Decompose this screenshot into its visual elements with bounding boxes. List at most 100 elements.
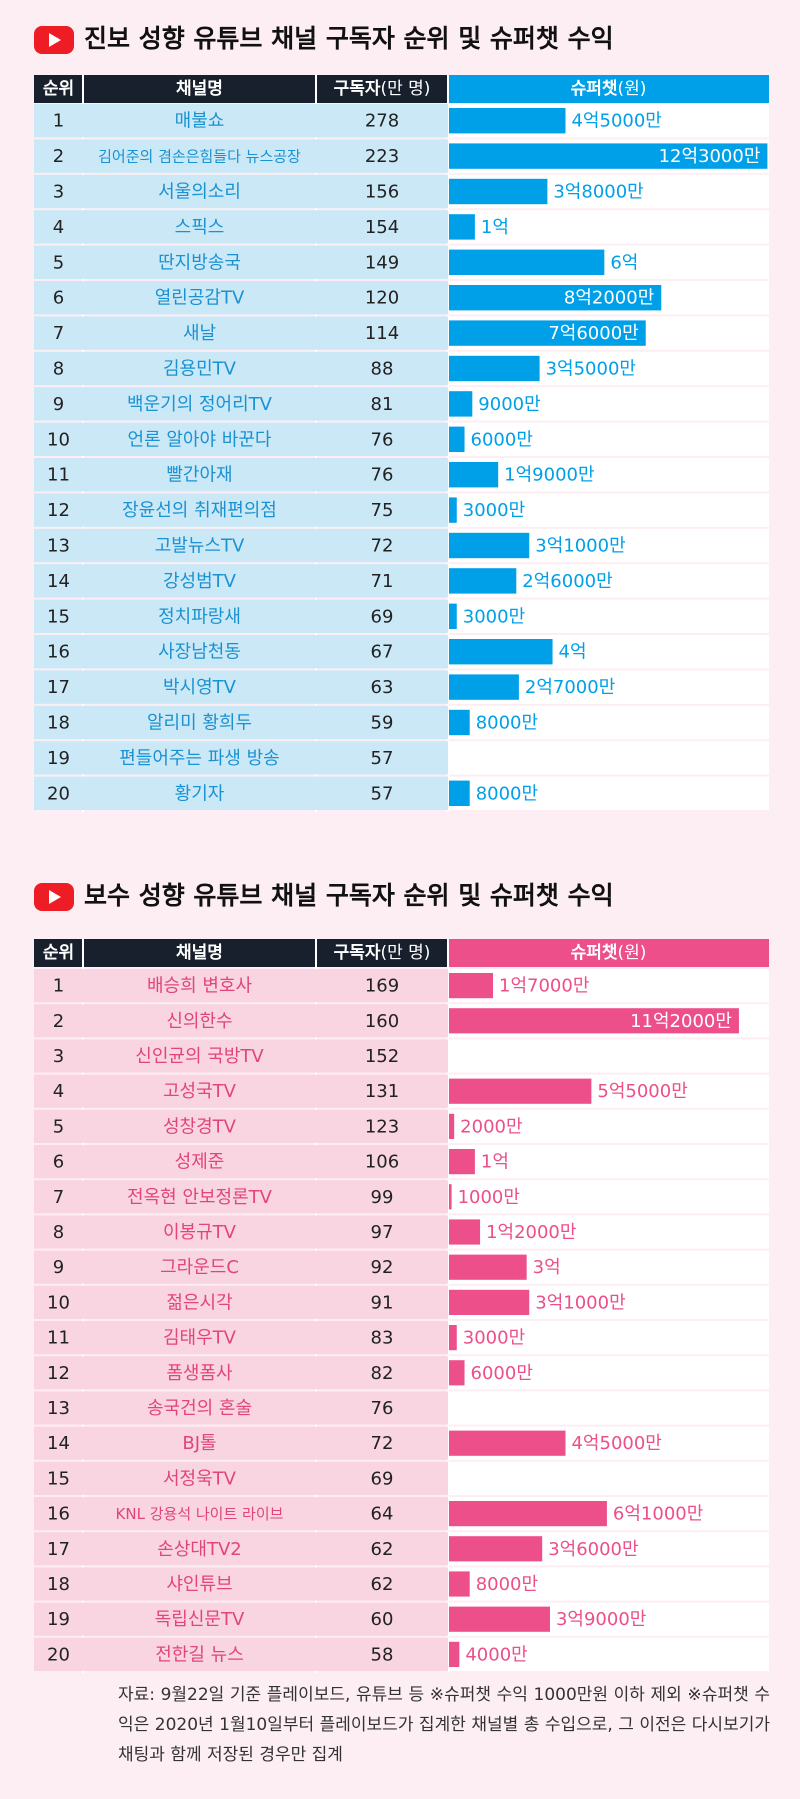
- subscribers: 57: [371, 783, 394, 804]
- value-label: 9000만: [478, 394, 540, 415]
- channel-name: 박시영TV: [163, 677, 237, 698]
- subscribers: 72: [371, 1433, 394, 1454]
- channel-name: 스픽스: [175, 217, 225, 238]
- rank: 2: [53, 146, 64, 167]
- bar: [449, 178, 548, 205]
- chart-title: 진보 성향 유튜브 채널 구독자 순위 및 슈퍼챗 수익: [84, 24, 614, 53]
- rank: 9: [53, 1257, 64, 1278]
- rank: 2: [53, 1011, 64, 1032]
- row-cell: [34, 1461, 448, 1495]
- value-label: 8000만: [476, 783, 538, 804]
- value-label: 11억2000만: [630, 1011, 732, 1032]
- bar: [449, 532, 530, 559]
- row-cell: [34, 139, 448, 173]
- bar-cell: [448, 1461, 769, 1495]
- rank: 1: [53, 976, 64, 997]
- channel-name: 편들어주는 파생 방송: [119, 748, 279, 769]
- subscribers: 67: [371, 642, 394, 663]
- rank: 7: [53, 1187, 64, 1208]
- bar: [449, 1149, 475, 1175]
- header-label-unit: (만 명): [380, 943, 430, 963]
- bar: [449, 1008, 739, 1034]
- bar-cell: [448, 493, 769, 527]
- bar: [449, 108, 566, 134]
- channel-name: 독립신문TV: [155, 1609, 245, 1630]
- subscribers: 75: [371, 500, 394, 521]
- row-cell: [34, 1285, 448, 1319]
- value-label: 4억5000만: [571, 1433, 661, 1454]
- row-cell: [34, 670, 448, 704]
- subscribers: 83: [371, 1328, 394, 1349]
- channel-name: 손상대TV2: [157, 1539, 241, 1560]
- rank: 14: [47, 1433, 70, 1454]
- bar: [449, 639, 553, 665]
- bar-cell: [448, 422, 769, 456]
- header-label: 구독자(만 명): [334, 943, 431, 963]
- rank: 4: [53, 217, 64, 238]
- bar-cell: [448, 1039, 769, 1073]
- channel-name: 황기자: [175, 783, 225, 804]
- bar-cell: [448, 1109, 769, 1143]
- value-label: 3억6000만: [548, 1539, 638, 1560]
- rank: 18: [47, 1574, 70, 1595]
- youtube-icon: [34, 26, 74, 54]
- value-label: 8000만: [476, 713, 538, 734]
- row-cell: [34, 776, 448, 810]
- bar: [449, 709, 470, 736]
- subscribers: 71: [371, 571, 394, 592]
- channel-name: 샤인튜브: [166, 1574, 232, 1595]
- row-cell: [34, 1426, 448, 1460]
- subscribers: 149: [365, 252, 399, 273]
- bar: [449, 497, 457, 523]
- header-label-main: 구독자: [334, 79, 381, 99]
- subscribers: 97: [371, 1222, 394, 1243]
- value-label: 1억9000만: [504, 465, 594, 486]
- rank: 20: [47, 783, 70, 804]
- header-cell: [34, 75, 448, 103]
- header-label-main: 구독자: [334, 943, 381, 963]
- bar-cell: [448, 705, 769, 740]
- channel-name: 정치파랑새: [158, 606, 241, 627]
- subscribers: 62: [371, 1574, 394, 1595]
- value-label: 4억: [559, 642, 587, 663]
- header-label-unit: (원): [618, 943, 647, 963]
- subscribers: 82: [371, 1363, 394, 1384]
- header-label: 슈퍼챗(원): [571, 943, 647, 963]
- subscribers: 106: [365, 1152, 399, 1173]
- rank: 10: [47, 429, 70, 450]
- subscribers: 152: [365, 1046, 399, 1067]
- row-cell: [34, 599, 448, 633]
- rank: 12: [47, 1363, 70, 1384]
- channel-name: 젊은시각: [166, 1292, 232, 1313]
- rank: 13: [47, 536, 70, 557]
- header-label: 채널명: [176, 79, 223, 99]
- row-cell: [34, 705, 448, 740]
- channel-name: 서정욱TV: [163, 1468, 237, 1489]
- rank: 16: [47, 1504, 70, 1525]
- value-label: 2000만: [460, 1116, 522, 1137]
- row-cell: [34, 1109, 448, 1143]
- channel-name: 알리미 황희두: [147, 713, 252, 734]
- value-label: 8억2000만: [564, 288, 654, 309]
- row-cell: [34, 210, 448, 244]
- subscribers: 114: [365, 323, 399, 344]
- channel-name: 성제준: [175, 1152, 225, 1173]
- row-cell: [34, 174, 448, 209]
- value-label: 8000만: [476, 1574, 538, 1595]
- row-cell: [34, 387, 448, 421]
- row-cell: [34, 635, 448, 669]
- subscribers: 62: [371, 1539, 394, 1560]
- subscribers: 69: [371, 1468, 394, 1489]
- rank: 19: [47, 748, 70, 769]
- row-cell: [34, 422, 448, 456]
- value-label: 5억5000만: [597, 1081, 687, 1102]
- bar: [449, 1254, 527, 1280]
- subscribers: 63: [371, 677, 394, 698]
- value-label: 6000만: [471, 1363, 533, 1384]
- row-cell: [34, 1321, 448, 1355]
- channel-name: 신의한수: [166, 1011, 232, 1032]
- bar: [449, 1113, 455, 1139]
- subscribers: 76: [371, 1398, 394, 1419]
- channel-name: 폼생폼사: [166, 1363, 233, 1384]
- source-note: 자료: 9월22일 기준 플레이보드, 유튜브 등 ※슈퍼챗 수익 1000만원…: [118, 1685, 770, 1765]
